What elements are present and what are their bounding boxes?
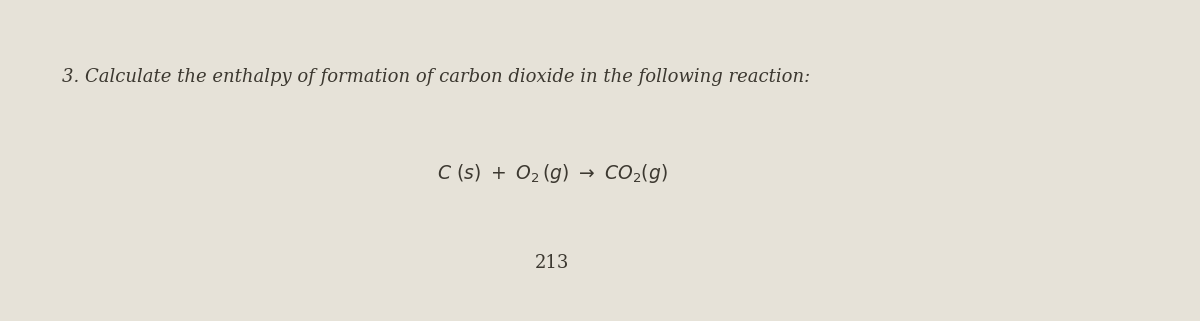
Text: 3. Calculate the enthalpy of formation of carbon dioxide in the following reacti: 3. Calculate the enthalpy of formation o…	[62, 68, 811, 86]
Text: 213: 213	[535, 254, 569, 272]
Text: $C\ \mathit{(s)}\ +\ O_2\,\mathit{(g)}\ \rightarrow\ CO_2\mathit{(g)}$: $C\ \mathit{(s)}\ +\ O_2\,\mathit{(g)}\ …	[437, 162, 667, 185]
